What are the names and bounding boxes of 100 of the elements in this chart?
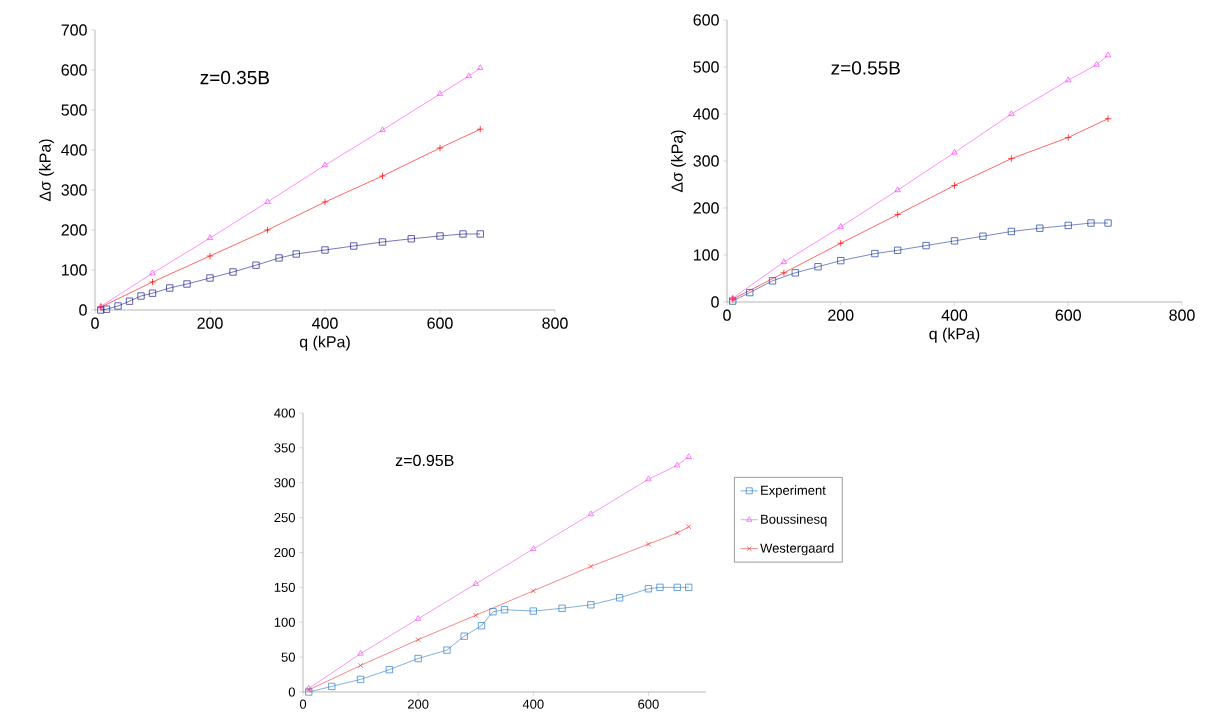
point [1065, 76, 1072, 83]
point [206, 252, 214, 260]
point [473, 612, 479, 618]
point [950, 181, 959, 189]
x-tick-label: 200 [828, 309, 854, 321]
point [587, 510, 594, 517]
y-tick-label: 600 [693, 14, 719, 26]
point [166, 284, 174, 292]
point [149, 269, 156, 276]
point [922, 242, 930, 250]
point [780, 258, 787, 264]
point [814, 263, 822, 271]
x-tick-label: 0 [723, 309, 731, 321]
point [558, 604, 566, 612]
point [321, 198, 329, 206]
point [137, 292, 145, 300]
x-axis-title: q (kPa) [929, 327, 980, 343]
point [1087, 219, 1095, 227]
point [979, 232, 987, 240]
point [768, 277, 777, 285]
point [951, 148, 958, 155]
point [472, 580, 479, 586]
y-tick-label: 600 [61, 64, 87, 76]
point [1104, 51, 1112, 58]
point [436, 90, 444, 96]
point [530, 545, 537, 551]
y-tick-label: 200 [61, 224, 87, 236]
point [645, 541, 652, 547]
y-tick-label: 300 [61, 184, 87, 196]
point [415, 637, 421, 643]
point [476, 230, 484, 238]
y-tick-label: 150 [274, 582, 295, 592]
x-tick-label: 600 [638, 699, 659, 709]
point [357, 650, 364, 656]
point [206, 274, 214, 282]
point [148, 278, 157, 286]
point [102, 305, 111, 313]
point [459, 230, 467, 238]
point [588, 563, 594, 570]
point [385, 666, 393, 674]
point [489, 608, 497, 616]
y-tick-label: 100 [62, 264, 87, 276]
x-tick-label: 800 [1169, 309, 1195, 321]
point [414, 654, 422, 663]
point [530, 588, 536, 594]
point [1007, 155, 1015, 163]
point [780, 269, 788, 277]
y-tick-label: 300 [274, 478, 295, 488]
point [500, 606, 509, 614]
point [460, 632, 468, 640]
y-tick-label: 100 [694, 249, 719, 261]
point [837, 257, 845, 265]
y-tick-label: 200 [274, 547, 295, 558]
point [1093, 61, 1100, 67]
point [644, 585, 652, 593]
point [1008, 110, 1015, 116]
x-tick-label: 400 [312, 317, 338, 329]
point [673, 583, 681, 591]
point [1036, 224, 1044, 232]
point [378, 238, 387, 246]
point [477, 64, 484, 70]
y-tick-label: 100 [274, 617, 295, 627]
y-tick-label: 400 [274, 408, 295, 418]
point [1064, 133, 1072, 142]
point [477, 622, 486, 630]
legend-label: Experiment [761, 485, 826, 498]
point [436, 144, 444, 152]
point [674, 530, 680, 536]
y-tick-label: 350 [274, 443, 295, 453]
x-tick-label: 400 [941, 309, 968, 321]
annotation: z=0.35B [200, 70, 269, 85]
point [378, 172, 387, 180]
point [229, 268, 237, 276]
point [871, 250, 879, 258]
point [587, 601, 595, 609]
point [1064, 221, 1072, 229]
y-tick-label: 50 [281, 652, 295, 662]
y-tick-label: 400 [61, 144, 87, 156]
point [263, 226, 272, 234]
x-tick-label: 200 [407, 699, 429, 709]
point [264, 198, 271, 204]
point [206, 234, 214, 240]
point [443, 646, 451, 654]
y-axis-title: Δσ (kPa) [39, 139, 54, 202]
y-tick-label: 300 [693, 155, 719, 167]
point [616, 594, 624, 602]
point [114, 302, 122, 310]
point [645, 475, 652, 482]
point [950, 237, 959, 245]
point [321, 161, 329, 168]
point [252, 261, 260, 269]
point [685, 583, 693, 591]
y-tick-label: 200 [693, 202, 719, 214]
point [685, 453, 692, 459]
x-tick-label: 600 [1055, 309, 1081, 321]
point [656, 583, 664, 591]
point [1104, 219, 1112, 227]
point [837, 239, 845, 247]
point [1007, 227, 1015, 236]
point [465, 72, 472, 78]
